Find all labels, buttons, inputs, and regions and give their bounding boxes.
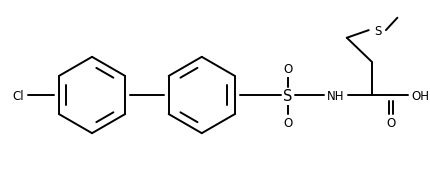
Text: NH: NH [327,90,344,103]
Text: O: O [283,63,292,76]
Text: OH: OH [412,90,430,103]
Text: S: S [283,89,292,104]
Text: S: S [375,25,382,38]
Text: O: O [386,117,395,130]
Text: Cl: Cl [13,90,25,103]
Text: O: O [283,117,292,130]
